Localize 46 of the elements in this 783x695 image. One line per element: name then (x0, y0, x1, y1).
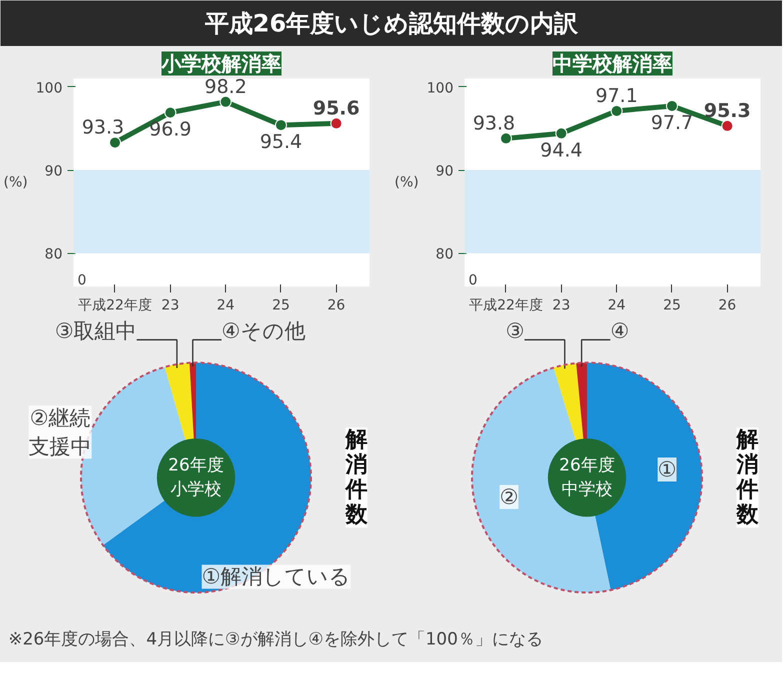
y-axis-title: (%) (394, 174, 419, 190)
data-label: 97.1 (595, 84, 638, 107)
x-tick-label: 23 (161, 298, 180, 314)
y-tick-label: 90 (436, 164, 454, 180)
text: 26年度小学校 (168, 456, 224, 500)
y-tick-label: 100 (426, 80, 454, 96)
data-label: 95.6 (312, 97, 360, 120)
text: 解消件数 (344, 428, 368, 528)
x-tick-label: 平成22年度 (78, 298, 152, 314)
data-label: 95.3 (704, 100, 751, 122)
y-tick-label: 80 (436, 246, 454, 263)
x-tick-label: 26 (327, 298, 346, 314)
annotation: 0 (468, 272, 478, 288)
x-tick-label: 平成22年度 (469, 298, 543, 314)
slice-label: ③ (506, 318, 524, 343)
text: 26年度中学校 (559, 456, 615, 500)
x-tick-label: 24 (216, 298, 235, 314)
x-tick-label: 24 (608, 298, 626, 314)
y-tick-label: 90 (44, 164, 63, 180)
slice-label: ② (500, 484, 518, 509)
data-label: 98.2 (204, 76, 247, 98)
text: 解消件数 (736, 428, 760, 528)
x-tick-label: 25 (272, 298, 290, 314)
slice-label: ③取組中 (54, 318, 137, 343)
y-axis-title: (%) (4, 174, 28, 190)
chart-title: 小学校解消率 (160, 52, 282, 76)
slice-label: ④その他 (222, 318, 306, 343)
data-label: 93.3 (82, 116, 124, 139)
text: ※26年度の場合、4月以降に③が解消し④を除外して「100％」になる (8, 630, 543, 650)
data-label: 93.8 (472, 112, 516, 134)
slice-label: ④ (610, 318, 630, 343)
text: 平成26年度いじめ認知件数の内訳 (204, 10, 580, 38)
data-label: 94.4 (540, 139, 582, 162)
y-tick-label: 80 (44, 246, 63, 263)
slice-label: ②継続支援中 (28, 406, 92, 459)
data-label: 96.9 (149, 118, 192, 141)
data-label: 97.7 (650, 112, 694, 134)
slice-label: ① (658, 458, 676, 482)
data-label: 95.4 (260, 131, 302, 154)
y-tick-label: 100 (36, 80, 63, 96)
slice-label: ①解消している (202, 564, 351, 589)
x-tick-label: 23 (552, 298, 570, 314)
annotation: 0 (78, 272, 86, 288)
chart-title: 中学校解消率 (552, 52, 672, 76)
x-tick-label: 26 (718, 298, 736, 314)
x-tick-label: 25 (663, 298, 681, 314)
